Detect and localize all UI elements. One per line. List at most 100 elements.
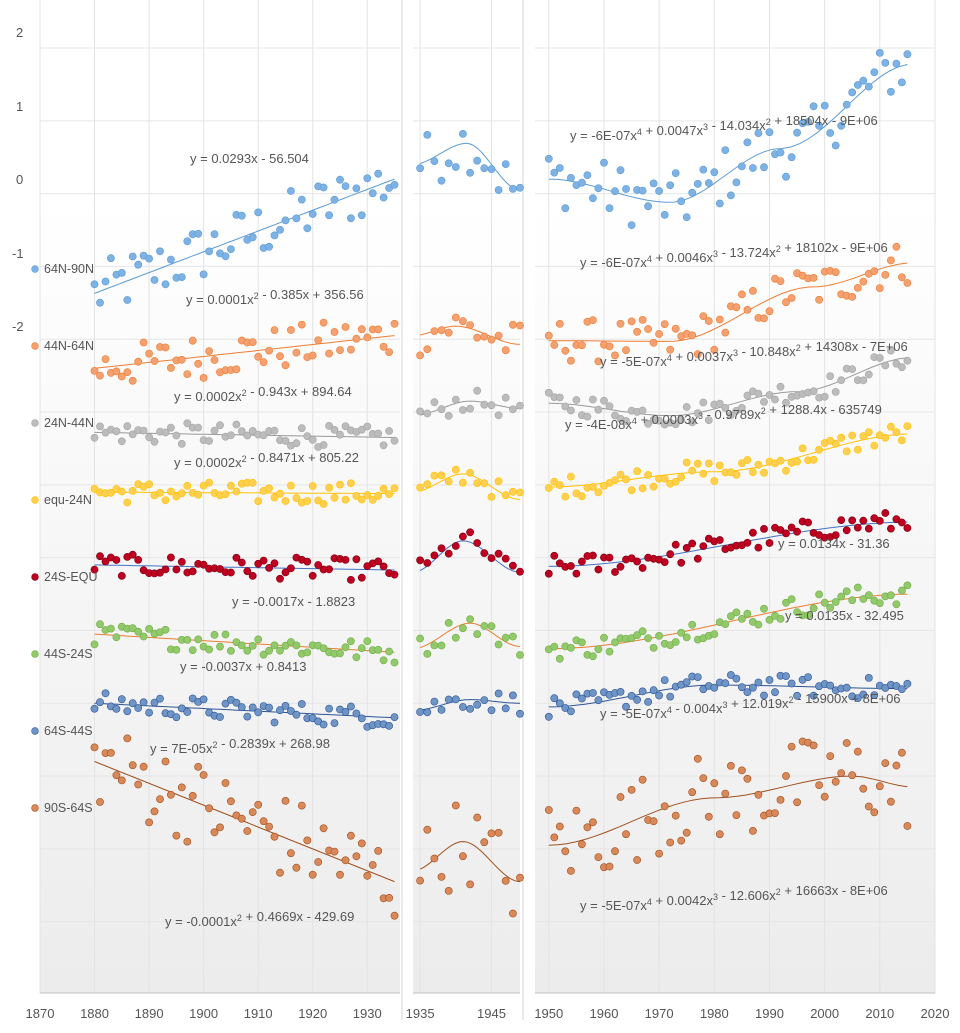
data-point xyxy=(638,186,647,195)
data-point xyxy=(281,641,290,650)
data-point xyxy=(117,776,126,785)
data-point xyxy=(134,556,143,564)
y-tick-label: 2 xyxy=(16,25,23,40)
data-point xyxy=(385,894,393,902)
data-point xyxy=(699,542,708,550)
data-point xyxy=(232,420,241,429)
data-point xyxy=(270,718,279,727)
data-point xyxy=(423,708,432,717)
data-point xyxy=(738,162,746,171)
data-point xyxy=(374,429,383,438)
legend-marker xyxy=(31,496,39,504)
data-point xyxy=(589,194,597,203)
data-point xyxy=(308,870,317,879)
data-point xyxy=(853,694,862,702)
data-point xyxy=(292,439,301,448)
data-point xyxy=(494,411,503,420)
data-point xyxy=(161,343,170,352)
data-point xyxy=(594,488,603,497)
data-point xyxy=(638,564,647,572)
data-point xyxy=(760,163,768,172)
data-point xyxy=(308,571,317,580)
data-point xyxy=(589,689,597,697)
data-point xyxy=(139,426,148,435)
trendline-equation: y = 7E-05x2 - 0.2839x + 268.98 xyxy=(150,736,330,756)
data-point xyxy=(451,163,460,171)
data-point xyxy=(390,713,399,721)
data-point xyxy=(243,712,252,721)
data-point xyxy=(374,491,383,500)
x-tick-label: 2020 xyxy=(921,1006,950,1021)
data-point xyxy=(903,422,912,430)
data-point xyxy=(859,277,868,286)
data-point xyxy=(473,630,482,638)
data-point xyxy=(875,599,884,607)
data-point xyxy=(112,427,121,436)
data-point xyxy=(379,441,388,450)
data-point xyxy=(379,656,388,665)
data-point xyxy=(859,432,868,441)
data-point xyxy=(330,328,339,336)
data-point xyxy=(870,808,879,817)
data-point xyxy=(887,797,895,806)
data-point xyxy=(501,160,510,168)
data-point xyxy=(480,696,489,704)
data-point xyxy=(509,487,517,496)
data-point xyxy=(336,430,344,439)
data-point xyxy=(870,68,879,77)
data-point xyxy=(194,635,203,644)
data-point xyxy=(516,488,524,497)
data-point xyxy=(357,325,366,334)
data-point xyxy=(226,647,235,655)
data-point xyxy=(292,863,301,872)
data-point xyxy=(254,800,263,809)
data-point xyxy=(270,426,279,435)
data-point xyxy=(837,376,846,384)
data-point xyxy=(330,195,339,204)
data-point xyxy=(437,641,446,650)
data-point xyxy=(738,290,746,299)
data-point xyxy=(308,435,317,444)
data-point xyxy=(509,561,517,570)
data-point xyxy=(259,358,268,367)
data-point xyxy=(699,165,708,174)
data-point xyxy=(437,405,446,414)
data-point xyxy=(487,165,496,173)
data-point xyxy=(480,479,489,488)
data-point xyxy=(655,330,663,338)
data-point xyxy=(721,328,730,337)
data-point xyxy=(688,539,697,548)
data-point xyxy=(842,526,851,535)
x-tick-label: 1950 xyxy=(534,1006,563,1021)
data-point xyxy=(793,527,801,536)
data-point xyxy=(501,491,510,500)
data-point xyxy=(688,788,697,797)
trendline xyxy=(419,142,521,191)
data-point xyxy=(473,700,482,709)
data-point xyxy=(205,247,213,256)
data-point xyxy=(216,823,224,832)
series-label: 44N-64N xyxy=(44,339,94,353)
data-point xyxy=(887,346,895,355)
data-point xyxy=(319,500,328,508)
data-point xyxy=(265,646,273,655)
data-point xyxy=(270,326,279,334)
data-point xyxy=(578,492,586,501)
data-point xyxy=(210,631,219,639)
data-point xyxy=(760,525,768,533)
data-point xyxy=(743,774,752,783)
data-point xyxy=(699,398,708,407)
data-point xyxy=(605,647,614,656)
y-tick-label: 0 xyxy=(16,172,23,187)
data-point xyxy=(715,199,724,208)
data-point xyxy=(183,837,192,846)
data-point xyxy=(787,523,796,532)
data-point xyxy=(754,460,763,469)
data-point xyxy=(555,822,564,831)
data-point xyxy=(903,50,912,59)
data-point xyxy=(194,229,203,238)
data-point xyxy=(357,495,366,504)
data-point xyxy=(509,691,517,700)
data-point xyxy=(172,713,181,722)
data-point xyxy=(677,415,686,424)
